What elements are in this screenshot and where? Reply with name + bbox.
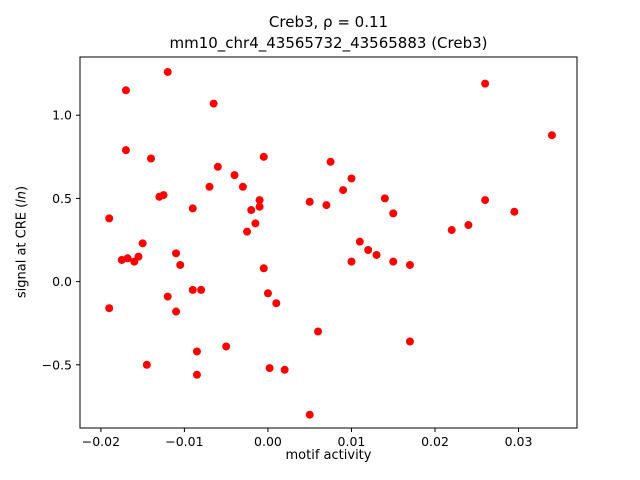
y-tick-label: 1.0 [52, 108, 72, 123]
data-point [188, 285, 197, 294]
data-point [272, 299, 281, 308]
data-point [265, 364, 274, 373]
y-tick-label: 0.0 [52, 274, 72, 289]
data-point [305, 197, 314, 206]
x-tick-label: 0.03 [505, 434, 533, 449]
data-point [188, 204, 197, 213]
data-point [347, 174, 356, 183]
data-point [255, 196, 264, 205]
data-point [163, 292, 172, 301]
data-point [247, 206, 256, 215]
data-point [263, 289, 272, 298]
data-point [147, 154, 155, 163]
chart-title-line1: Creb3, ρ = 0.11 [268, 13, 389, 31]
data-point [222, 342, 231, 351]
data-point [259, 152, 268, 161]
x-tick-label: 0.02 [421, 434, 449, 449]
axes-frame [79, 56, 578, 429]
data-point [447, 226, 456, 235]
data-point [355, 237, 364, 246]
data-point [464, 221, 473, 230]
data-point [322, 201, 331, 210]
y-tick-label: −0.5 [42, 357, 72, 372]
data-point [172, 249, 181, 258]
data-point [176, 260, 185, 269]
data-point [389, 257, 398, 266]
data-point [209, 99, 218, 108]
data-point [192, 347, 201, 356]
data-point [481, 196, 490, 205]
data-point [510, 207, 519, 216]
x-tick-label: −0.02 [82, 434, 120, 449]
y-axis-label-text: signal at CRE ( [14, 202, 30, 299]
data-point [123, 254, 132, 263]
x-tick-label: 0.00 [254, 434, 282, 449]
data-point [372, 250, 381, 259]
data-point [142, 360, 151, 369]
data-point [238, 182, 247, 191]
data-point [192, 370, 201, 379]
y-tick-label: 0.5 [52, 191, 72, 206]
data-point [105, 214, 114, 223]
data-point [481, 79, 490, 88]
chart-title-line2: mm10_chr4_43565732_43565883 (Creb3) [169, 34, 488, 52]
chart-title: Creb3, ρ = 0.11 mm10_chr4_43565732_43565… [80, 12, 577, 54]
data-point [347, 257, 356, 266]
x-axis-label: motif activity [285, 448, 372, 463]
data-point [172, 307, 181, 316]
data-point [138, 239, 147, 248]
data-point [380, 194, 389, 203]
data-point [547, 131, 556, 140]
data-point [213, 162, 222, 171]
data-point [205, 182, 214, 191]
data-point [305, 410, 314, 419]
data-point [314, 327, 323, 336]
data-point [163, 67, 172, 76]
data-point [251, 219, 260, 228]
x-tick-label: −0.01 [165, 434, 203, 449]
data-point [105, 304, 114, 313]
data-point [121, 86, 130, 95]
data-point [197, 285, 206, 294]
data-point [259, 264, 268, 273]
data-point [159, 191, 168, 200]
data-point [364, 245, 373, 254]
data-point [326, 157, 335, 166]
data-point [134, 252, 143, 261]
x-tick-label: 0.01 [338, 434, 366, 449]
data-point [255, 202, 264, 211]
y-axis-label-suffix: ) [14, 185, 30, 191]
data-point [121, 146, 130, 155]
data-point [243, 227, 252, 236]
data-point [405, 260, 414, 269]
y-axis-label-italic: ln [14, 190, 30, 203]
data-point [405, 337, 414, 346]
data-point [389, 209, 398, 218]
data-point [339, 186, 348, 195]
data-point [230, 171, 239, 180]
data-point [280, 365, 289, 374]
